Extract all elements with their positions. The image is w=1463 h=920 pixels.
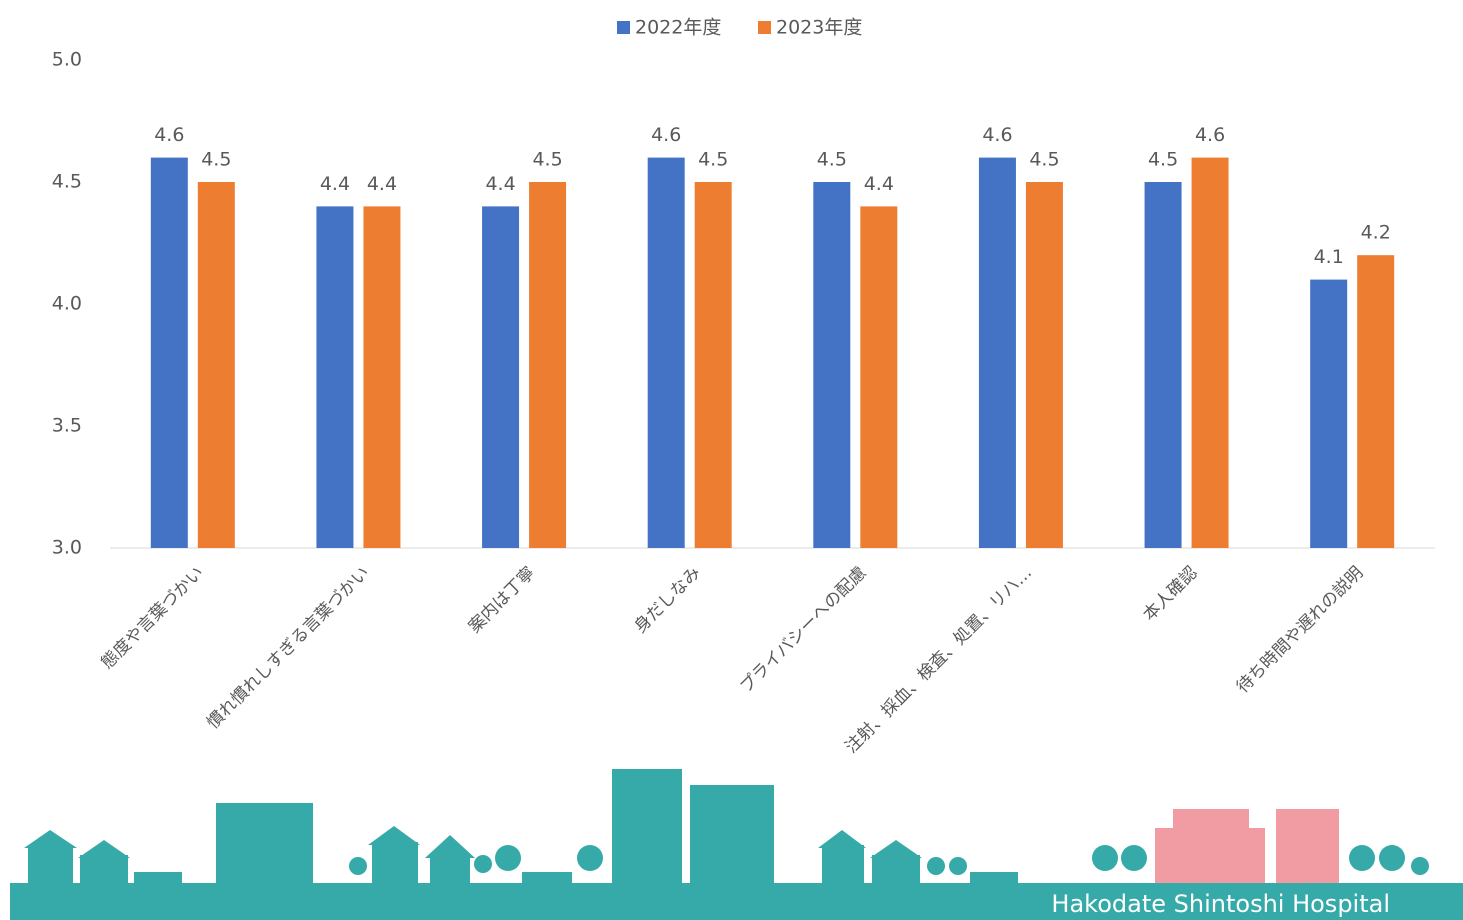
bar — [1192, 158, 1229, 548]
bar — [529, 182, 566, 548]
x-tick-label: 待ち時間や遅れの説明 — [1233, 563, 1367, 697]
bar — [316, 206, 353, 548]
value-label: 4.5 — [1148, 149, 1178, 171]
bar — [860, 206, 897, 548]
value-label: 4.1 — [1314, 246, 1344, 268]
y-tick-label: 3.0 — [52, 537, 82, 559]
value-label: 4.6 — [982, 124, 1012, 146]
y-tick-label: 4.0 — [52, 293, 82, 315]
bar — [151, 158, 188, 548]
house — [80, 855, 128, 883]
value-label: 4.6 — [154, 124, 184, 146]
x-tick-label: 身だしなみ — [631, 563, 705, 637]
x-tick-label: 慣れ慣れしすぎる言葉づかい — [203, 563, 373, 733]
tree — [927, 857, 945, 875]
roof — [78, 840, 130, 858]
tree — [1411, 857, 1429, 875]
y-tick-label: 4.5 — [52, 171, 82, 193]
bar — [979, 158, 1016, 548]
tower — [612, 769, 682, 883]
tree — [495, 845, 521, 871]
hospital — [1173, 809, 1249, 831]
bar — [813, 182, 850, 548]
tower — [690, 785, 774, 883]
value-label: 4.4 — [864, 173, 894, 195]
value-label: 4.5 — [817, 149, 847, 171]
skyline: Hakodate Shintoshi Hospital — [10, 769, 1463, 920]
house — [372, 842, 418, 883]
tree — [474, 855, 492, 873]
legend-label: 2022年度 — [635, 17, 721, 39]
value-label: 4.5 — [532, 149, 562, 171]
house — [822, 845, 864, 883]
bar — [695, 182, 732, 548]
value-label: 4.5 — [201, 149, 231, 171]
y-tick-label: 5.0 — [52, 49, 82, 71]
fence — [134, 872, 182, 883]
footer-text: Hakodate Shintoshi Hospital — [1051, 890, 1390, 918]
bar — [1145, 182, 1182, 548]
value-label: 4.4 — [320, 173, 350, 195]
tree — [577, 845, 603, 871]
tree — [1379, 845, 1405, 871]
y-tick-label: 3.5 — [52, 415, 82, 437]
x-tick-label: 本人確認 — [1139, 563, 1201, 625]
x-tick-label: 態度や言葉づかい — [98, 563, 208, 673]
bar — [1026, 182, 1063, 548]
legend-swatch — [758, 21, 771, 34]
bar — [648, 158, 685, 548]
bar — [198, 182, 235, 548]
house — [872, 855, 920, 883]
tree — [1092, 845, 1118, 871]
value-label: 4.4 — [367, 173, 397, 195]
bar — [482, 206, 519, 548]
hospital — [1155, 828, 1265, 883]
legend-label: 2023年度 — [776, 17, 862, 39]
value-label: 4.5 — [1029, 149, 1059, 171]
tree — [1349, 845, 1375, 871]
x-tick-label: 注射、採血、検査、処置、リハ… — [842, 563, 1036, 757]
value-label: 4.5 — [698, 149, 728, 171]
roof — [870, 840, 922, 858]
roof — [368, 826, 420, 845]
tree — [1121, 845, 1147, 871]
hospital — [1276, 809, 1339, 883]
roof — [818, 830, 866, 848]
house — [430, 855, 470, 883]
value-label: 4.2 — [1361, 222, 1391, 244]
page: Hakodate Shintoshi Hospital 3.0 3.5 4.0 4.5… — [0, 0, 1463, 920]
tree — [349, 857, 367, 875]
bar — [363, 206, 400, 548]
value-label: 4.6 — [651, 124, 681, 146]
fence — [522, 872, 572, 883]
legend-swatch — [617, 21, 630, 34]
x-tick-label: 案内は丁寧 — [465, 563, 539, 637]
roof — [24, 830, 77, 848]
value-label: 4.6 — [1195, 124, 1225, 146]
fence — [970, 872, 1018, 883]
bar — [1310, 280, 1347, 548]
value-label: 4.4 — [485, 173, 515, 195]
bar — [1357, 255, 1394, 548]
tree — [949, 857, 967, 875]
x-tick-label: プライバシーへの配慮 — [736, 563, 870, 697]
building — [216, 803, 313, 883]
house — [28, 845, 73, 883]
roof — [425, 835, 475, 858]
